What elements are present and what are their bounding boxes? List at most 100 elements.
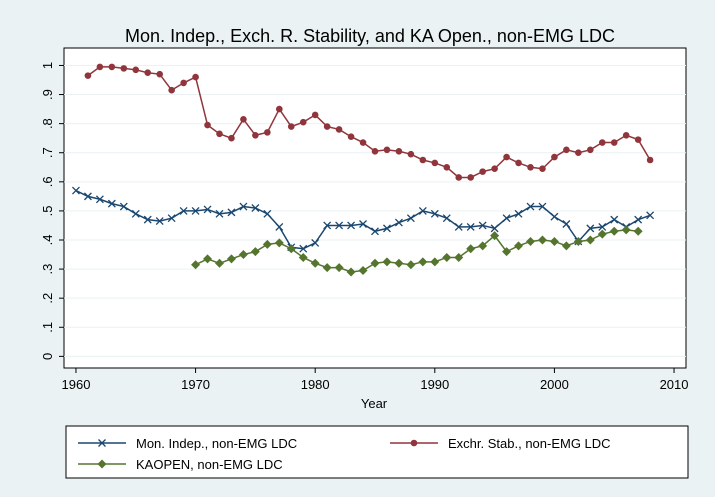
marker — [503, 153, 510, 161]
marker — [83, 192, 92, 201]
marker — [251, 204, 260, 212]
marker — [407, 150, 415, 158]
marker — [549, 236, 559, 246]
marker — [323, 221, 332, 230]
y-tick-label: .2 — [40, 293, 55, 304]
marker — [238, 250, 248, 260]
marker — [538, 202, 547, 211]
marker — [203, 205, 212, 214]
marker — [156, 70, 163, 78]
marker — [371, 147, 379, 155]
marker — [310, 258, 320, 268]
marker — [443, 163, 451, 171]
marker — [573, 236, 583, 246]
x-axis-label: Year — [361, 396, 388, 411]
marker — [514, 209, 523, 218]
marker — [167, 214, 176, 223]
marker — [347, 221, 356, 230]
marker — [539, 165, 546, 173]
marker — [587, 146, 594, 154]
marker — [597, 229, 607, 239]
marker — [430, 209, 439, 218]
marker — [561, 241, 571, 251]
marker — [335, 126, 343, 133]
marker — [204, 121, 211, 129]
marker — [410, 439, 418, 447]
marker — [192, 73, 199, 81]
marker — [322, 263, 332, 273]
marker — [478, 221, 487, 230]
marker — [335, 221, 344, 230]
marker — [466, 244, 476, 254]
marker — [262, 239, 272, 249]
x-tick-label: 2000 — [540, 377, 569, 392]
marker — [371, 227, 379, 236]
marker — [526, 236, 535, 246]
marker — [274, 238, 284, 248]
marker — [84, 72, 92, 79]
marker — [108, 63, 116, 71]
marker — [491, 165, 498, 173]
marker — [634, 136, 642, 143]
marker — [359, 220, 367, 228]
marker — [526, 202, 535, 211]
marker — [418, 206, 427, 215]
marker — [107, 199, 116, 208]
marker — [131, 209, 140, 218]
marker — [226, 254, 236, 264]
marker — [239, 202, 248, 211]
marker — [502, 247, 512, 257]
marker — [276, 105, 283, 113]
x-tick-label: 1990 — [420, 377, 449, 392]
marker — [562, 220, 571, 228]
legend-label: Exchr. Stab., non-EMG LDC — [448, 436, 611, 451]
marker — [502, 214, 511, 223]
marker — [478, 241, 488, 251]
y-tick-label: .8 — [40, 118, 55, 129]
marker — [406, 260, 416, 270]
chart-title: Mon. Indep., Exch. R. Stability, and KA … — [125, 26, 615, 46]
marker — [455, 174, 463, 181]
marker — [467, 174, 474, 181]
marker — [252, 131, 259, 139]
marker — [454, 252, 464, 262]
x-tick-label: 1970 — [181, 377, 210, 392]
marker — [430, 257, 440, 267]
marker — [370, 258, 380, 268]
marker — [180, 79, 187, 87]
marker — [311, 111, 319, 119]
legend-label: KAOPEN, non-EMG LDC — [136, 457, 283, 472]
marker — [490, 224, 499, 233]
marker — [550, 212, 559, 221]
marker — [646, 156, 654, 164]
marker — [515, 159, 522, 167]
marker — [383, 146, 391, 154]
marker — [383, 224, 391, 233]
marker — [215, 209, 224, 218]
marker — [622, 131, 630, 139]
marker — [382, 257, 392, 267]
marker — [97, 459, 107, 469]
legend-label: Mon. Indep., non-EMG LDC — [136, 436, 297, 451]
marker — [646, 211, 655, 220]
marker — [621, 225, 631, 235]
marker — [203, 254, 213, 264]
marker — [132, 66, 140, 74]
marker — [216, 130, 223, 138]
y-tick-label: .9 — [40, 89, 55, 100]
x-tick-label: 1960 — [62, 377, 91, 392]
marker — [358, 266, 368, 276]
marker — [454, 222, 463, 231]
x-tick-label: 2010 — [660, 377, 689, 392]
marker — [551, 153, 558, 161]
plot-area — [63, 47, 687, 369]
marker — [298, 252, 308, 262]
marker — [98, 439, 106, 447]
marker — [442, 214, 451, 223]
marker — [359, 139, 367, 146]
y-tick-label: .4 — [40, 235, 55, 246]
marker — [286, 244, 296, 254]
marker — [228, 134, 235, 142]
